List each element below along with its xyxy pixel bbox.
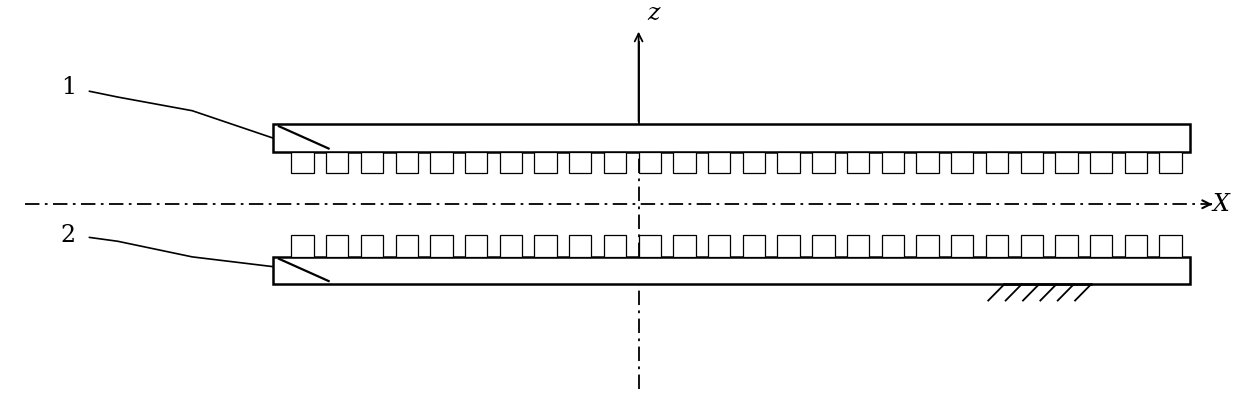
Bar [916,151,939,173]
Bar [326,235,348,257]
Bar [1159,151,1182,173]
Bar [534,235,557,257]
Bar [986,235,1008,257]
Bar [639,151,661,173]
Bar [604,151,626,173]
Bar [708,151,730,173]
Bar [430,151,453,173]
Bar [1125,235,1147,257]
Bar [465,151,487,173]
Bar [743,151,765,173]
Bar [1090,151,1112,173]
Bar [326,151,348,173]
Bar [273,257,1190,284]
Bar [777,151,800,173]
Bar [465,235,487,257]
Bar [1021,235,1043,257]
Bar [604,235,626,257]
Bar [882,235,904,257]
Bar [291,151,314,173]
Bar [291,235,314,257]
Bar [847,235,869,257]
Text: 1: 1 [61,76,76,99]
Bar [951,235,973,257]
Bar [1055,151,1078,173]
Text: z: z [647,2,660,25]
Bar [673,235,696,257]
Bar [430,235,453,257]
Bar [534,151,557,173]
Bar [273,124,1190,151]
Bar [569,151,591,173]
Bar [673,151,696,173]
Bar [812,151,835,173]
Bar [1159,235,1182,257]
Bar [986,151,1008,173]
Bar [847,151,869,173]
Text: X: X [1213,193,1230,216]
Bar [639,235,661,257]
Bar [708,235,730,257]
Bar [1021,151,1043,173]
Bar [1090,235,1112,257]
Bar [882,151,904,173]
Bar [361,235,383,257]
Bar [500,151,522,173]
Bar [916,235,939,257]
Bar [1125,151,1147,173]
Bar [361,151,383,173]
Bar [396,151,418,173]
Bar [743,235,765,257]
Bar [500,235,522,257]
Bar [812,235,835,257]
Bar [396,235,418,257]
Text: 2: 2 [61,224,76,247]
Bar [951,151,973,173]
Bar [1055,235,1078,257]
Bar [777,235,800,257]
Bar [569,235,591,257]
